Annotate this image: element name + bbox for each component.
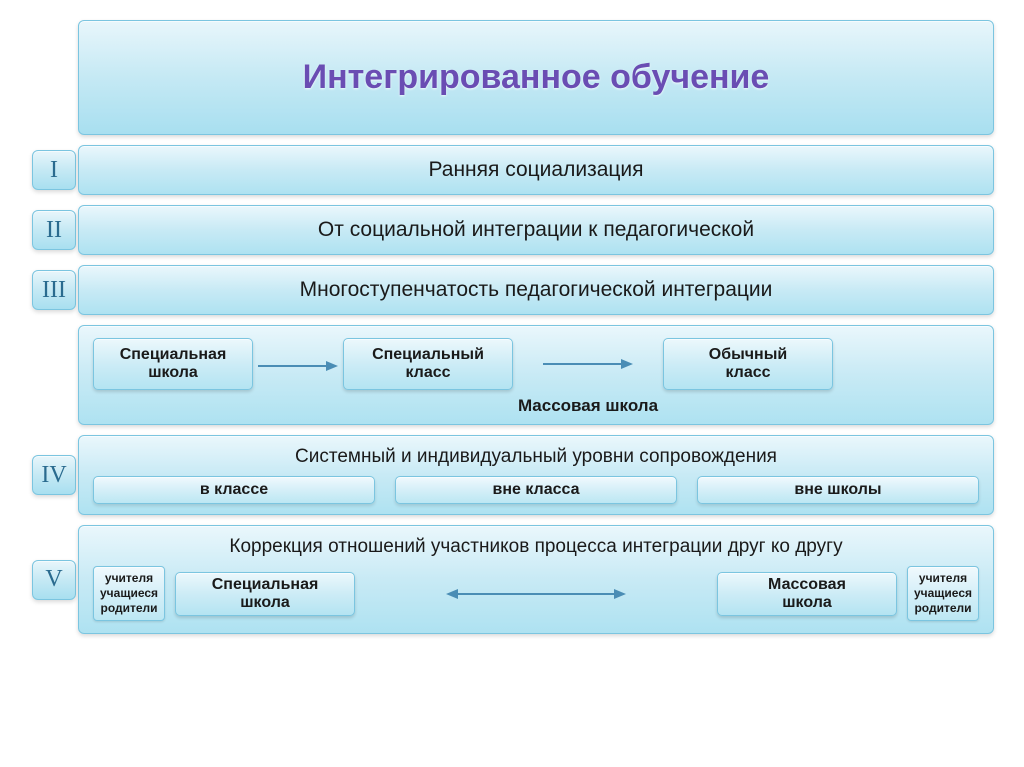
level-1-panel: Ранняя социализация xyxy=(78,145,994,195)
level-1-text: Ранняя социализация xyxy=(418,146,653,194)
right-participants: учителя учащиеся родители xyxy=(907,566,979,621)
arrow-2 xyxy=(543,356,633,372)
level-5-title: Коррекция отношений участников процесса … xyxy=(229,536,842,558)
level-5-content: учителя учащиеся родители Специальная шк… xyxy=(93,566,979,621)
special-school-box: Специальная школа xyxy=(93,338,253,390)
level-5-row: V Коррекция отношений участников процесс… xyxy=(30,525,994,634)
roman-3-wrap: III xyxy=(30,265,78,315)
level-4-panel: Системный и индивидуальный уровни сопров… xyxy=(78,435,994,515)
level-2-text: От социальной интеграции к педагогическо… xyxy=(308,206,764,254)
roman-4: IV xyxy=(32,455,76,495)
mass-school-5: Массовая школа xyxy=(717,572,897,616)
arrow-1 xyxy=(253,338,343,374)
level-3-panel: Многоступенчатость педагогической интегр… xyxy=(78,265,994,315)
level-1-row: I Ранняя социализация xyxy=(30,145,994,195)
roman-4-wrap: IV xyxy=(30,435,78,515)
roman-2: II xyxy=(32,210,76,250)
level-4-title: Системный и индивидуальный уровни сопров… xyxy=(295,446,777,468)
roman-5-wrap: V xyxy=(30,525,78,634)
double-arrow xyxy=(365,585,707,603)
mass-school-label: Массовая школа xyxy=(518,396,658,416)
roman-3: III xyxy=(32,270,76,310)
regular-class-box: Обычный класс xyxy=(663,338,833,390)
schools-row: Специальная школа Специальный класс Обыч… xyxy=(30,325,994,425)
title-panel: Интегрированное обучение xyxy=(78,20,994,135)
level-3-row: III Многоступенчатость педагогической ин… xyxy=(30,265,994,315)
level-4-pills: в классе вне класса вне школы xyxy=(93,476,979,504)
mass-school-group: Специальный класс Обычный класс Массовая… xyxy=(343,338,833,416)
level-2-row: II От социальной интеграции к педагогиче… xyxy=(30,205,994,255)
roman-5: V xyxy=(32,560,76,600)
level-5-panel: Коррекция отношений участников процесса … xyxy=(78,525,994,634)
roman-1-wrap: I xyxy=(30,145,78,195)
schools-spacer xyxy=(30,325,78,425)
special-school-5: Специальная школа xyxy=(175,572,355,616)
main-title: Интегрированное обучение xyxy=(303,58,770,97)
roman-1: I xyxy=(32,150,76,190)
level-3-text: Многоступенчатость педагогической интегр… xyxy=(290,266,783,314)
pill-out-class: вне класса xyxy=(395,476,677,504)
left-participants: учителя учащиеся родители xyxy=(93,566,165,621)
roman-2-wrap: II xyxy=(30,205,78,255)
pill-out-school: вне школы xyxy=(697,476,979,504)
level-4-row: IV Системный и индивидуальный уровни соп… xyxy=(30,435,994,515)
special-class-box: Специальный класс xyxy=(343,338,513,390)
level-2-panel: От социальной интеграции к педагогическо… xyxy=(78,205,994,255)
schools-panel: Специальная школа Специальный класс Обыч… xyxy=(78,325,994,425)
pill-in-class: в классе xyxy=(93,476,375,504)
